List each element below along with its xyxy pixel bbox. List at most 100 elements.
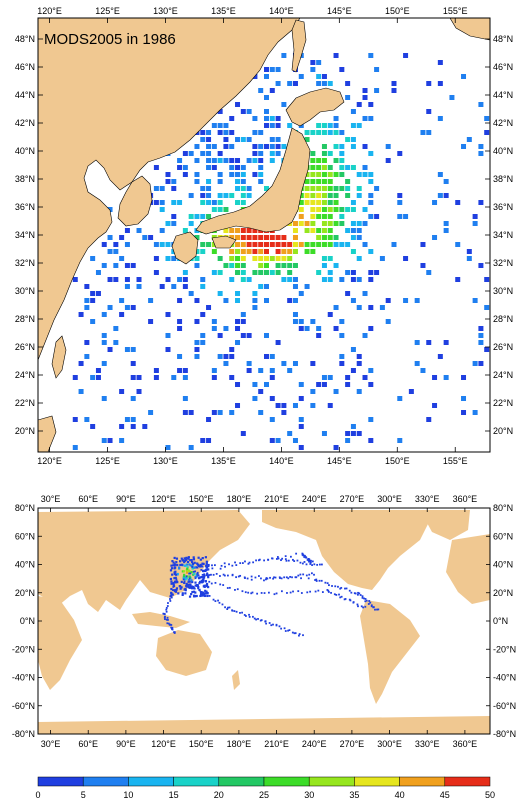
obs-track-point xyxy=(310,572,313,575)
top-lat-label-right: 44°N xyxy=(493,90,513,100)
obs-cell xyxy=(177,319,183,324)
obs-cell xyxy=(287,123,293,128)
obs-point xyxy=(198,580,202,583)
obs-track-point xyxy=(324,581,327,584)
obs-track-point xyxy=(283,627,286,630)
obs-track-point xyxy=(248,613,250,616)
obs-cell xyxy=(211,158,217,163)
obs-cell xyxy=(345,165,351,170)
colorbar-label: 30 xyxy=(304,790,314,800)
obs-cell xyxy=(345,95,351,100)
colorbar-label: 50 xyxy=(485,790,495,800)
obs-cell xyxy=(235,298,241,303)
obs-cell xyxy=(362,144,368,149)
obs-cell xyxy=(327,200,333,205)
obs-point xyxy=(185,582,188,586)
obs-track-point xyxy=(200,568,203,571)
obs-cell xyxy=(264,67,269,72)
obs-point xyxy=(180,580,183,583)
obs-track-point xyxy=(171,628,174,631)
obs-track-point xyxy=(286,592,288,594)
obs-cell xyxy=(142,235,148,240)
obs-cell xyxy=(107,249,113,254)
obs-cell xyxy=(235,249,241,254)
obs-cell xyxy=(264,186,269,191)
obs-point xyxy=(175,557,179,560)
obs-point xyxy=(199,565,202,568)
obs-cell xyxy=(478,263,484,268)
obs-track-point xyxy=(203,592,206,595)
obs-cell xyxy=(119,298,125,303)
obs-cell xyxy=(153,200,159,205)
obs-cell xyxy=(258,284,264,289)
obs-cell xyxy=(368,277,374,282)
obs-track-point xyxy=(361,596,364,599)
obs-cell xyxy=(72,277,78,282)
obs-cell xyxy=(316,172,322,177)
obs-point xyxy=(199,590,203,594)
obs-track-point xyxy=(333,593,336,596)
obs-cell xyxy=(240,228,246,233)
obs-cell xyxy=(95,270,101,275)
obs-track-point xyxy=(280,577,283,580)
obs-point xyxy=(199,576,202,579)
obs-point xyxy=(197,586,200,589)
obs-cell xyxy=(321,256,327,261)
obs-point xyxy=(172,564,175,567)
obs-cell xyxy=(281,102,287,107)
obs-track-point xyxy=(307,577,310,580)
top-lat-label-right: 48°N xyxy=(493,34,513,44)
obs-cell xyxy=(304,186,310,191)
obs-cell xyxy=(165,221,171,226)
obs-point xyxy=(185,577,188,580)
obs-track-point xyxy=(330,591,332,594)
obs-track-point xyxy=(167,602,169,604)
obs-point xyxy=(180,563,184,566)
obs-cell xyxy=(333,235,339,240)
obs-cell xyxy=(229,116,235,121)
obs-cell xyxy=(350,207,356,212)
obs-cell xyxy=(206,438,212,443)
obs-cell xyxy=(159,200,165,205)
obs-cell xyxy=(310,403,316,408)
obs-cell xyxy=(298,319,304,324)
obs-cell xyxy=(356,123,362,128)
obs-point xyxy=(170,580,173,583)
obs-cell xyxy=(345,137,351,142)
obs-cell xyxy=(437,354,443,359)
obs-cell xyxy=(484,277,490,282)
obs-cell xyxy=(246,277,252,282)
obs-cell xyxy=(327,186,333,191)
colorbar: 0 5 10 15 20 25 30 35 40 45 50 xyxy=(35,776,495,800)
obs-track-point xyxy=(358,592,361,595)
obs-track-point xyxy=(292,590,294,593)
obs-cell xyxy=(235,270,241,275)
obs-point xyxy=(185,571,189,574)
obs-cell xyxy=(194,179,200,184)
obs-cell xyxy=(72,375,78,380)
obs-track-point xyxy=(337,585,339,588)
obs-track-point xyxy=(244,560,246,563)
obs-cell xyxy=(119,256,125,261)
obs-point xyxy=(172,582,175,585)
obs-cell xyxy=(153,368,159,373)
obs-track-point xyxy=(367,603,370,605)
obs-cell xyxy=(240,109,246,114)
obs-cell xyxy=(484,305,490,310)
obs-cell xyxy=(275,235,281,240)
colorbar-segment xyxy=(82,776,129,787)
obs-cell xyxy=(119,424,125,429)
obs-track-point xyxy=(308,560,311,563)
obs-cell xyxy=(478,144,484,149)
colorbar-label: 45 xyxy=(440,790,450,800)
obs-cell xyxy=(119,438,125,443)
obs-cell xyxy=(177,298,183,303)
obs-track-point xyxy=(368,600,371,602)
obs-cell xyxy=(339,186,345,191)
obs-cell xyxy=(316,207,322,212)
obs-track-point xyxy=(221,603,224,606)
obs-cell xyxy=(443,228,449,233)
obs-cell xyxy=(136,375,142,380)
obs-point xyxy=(175,580,178,583)
obs-cell xyxy=(350,123,356,128)
